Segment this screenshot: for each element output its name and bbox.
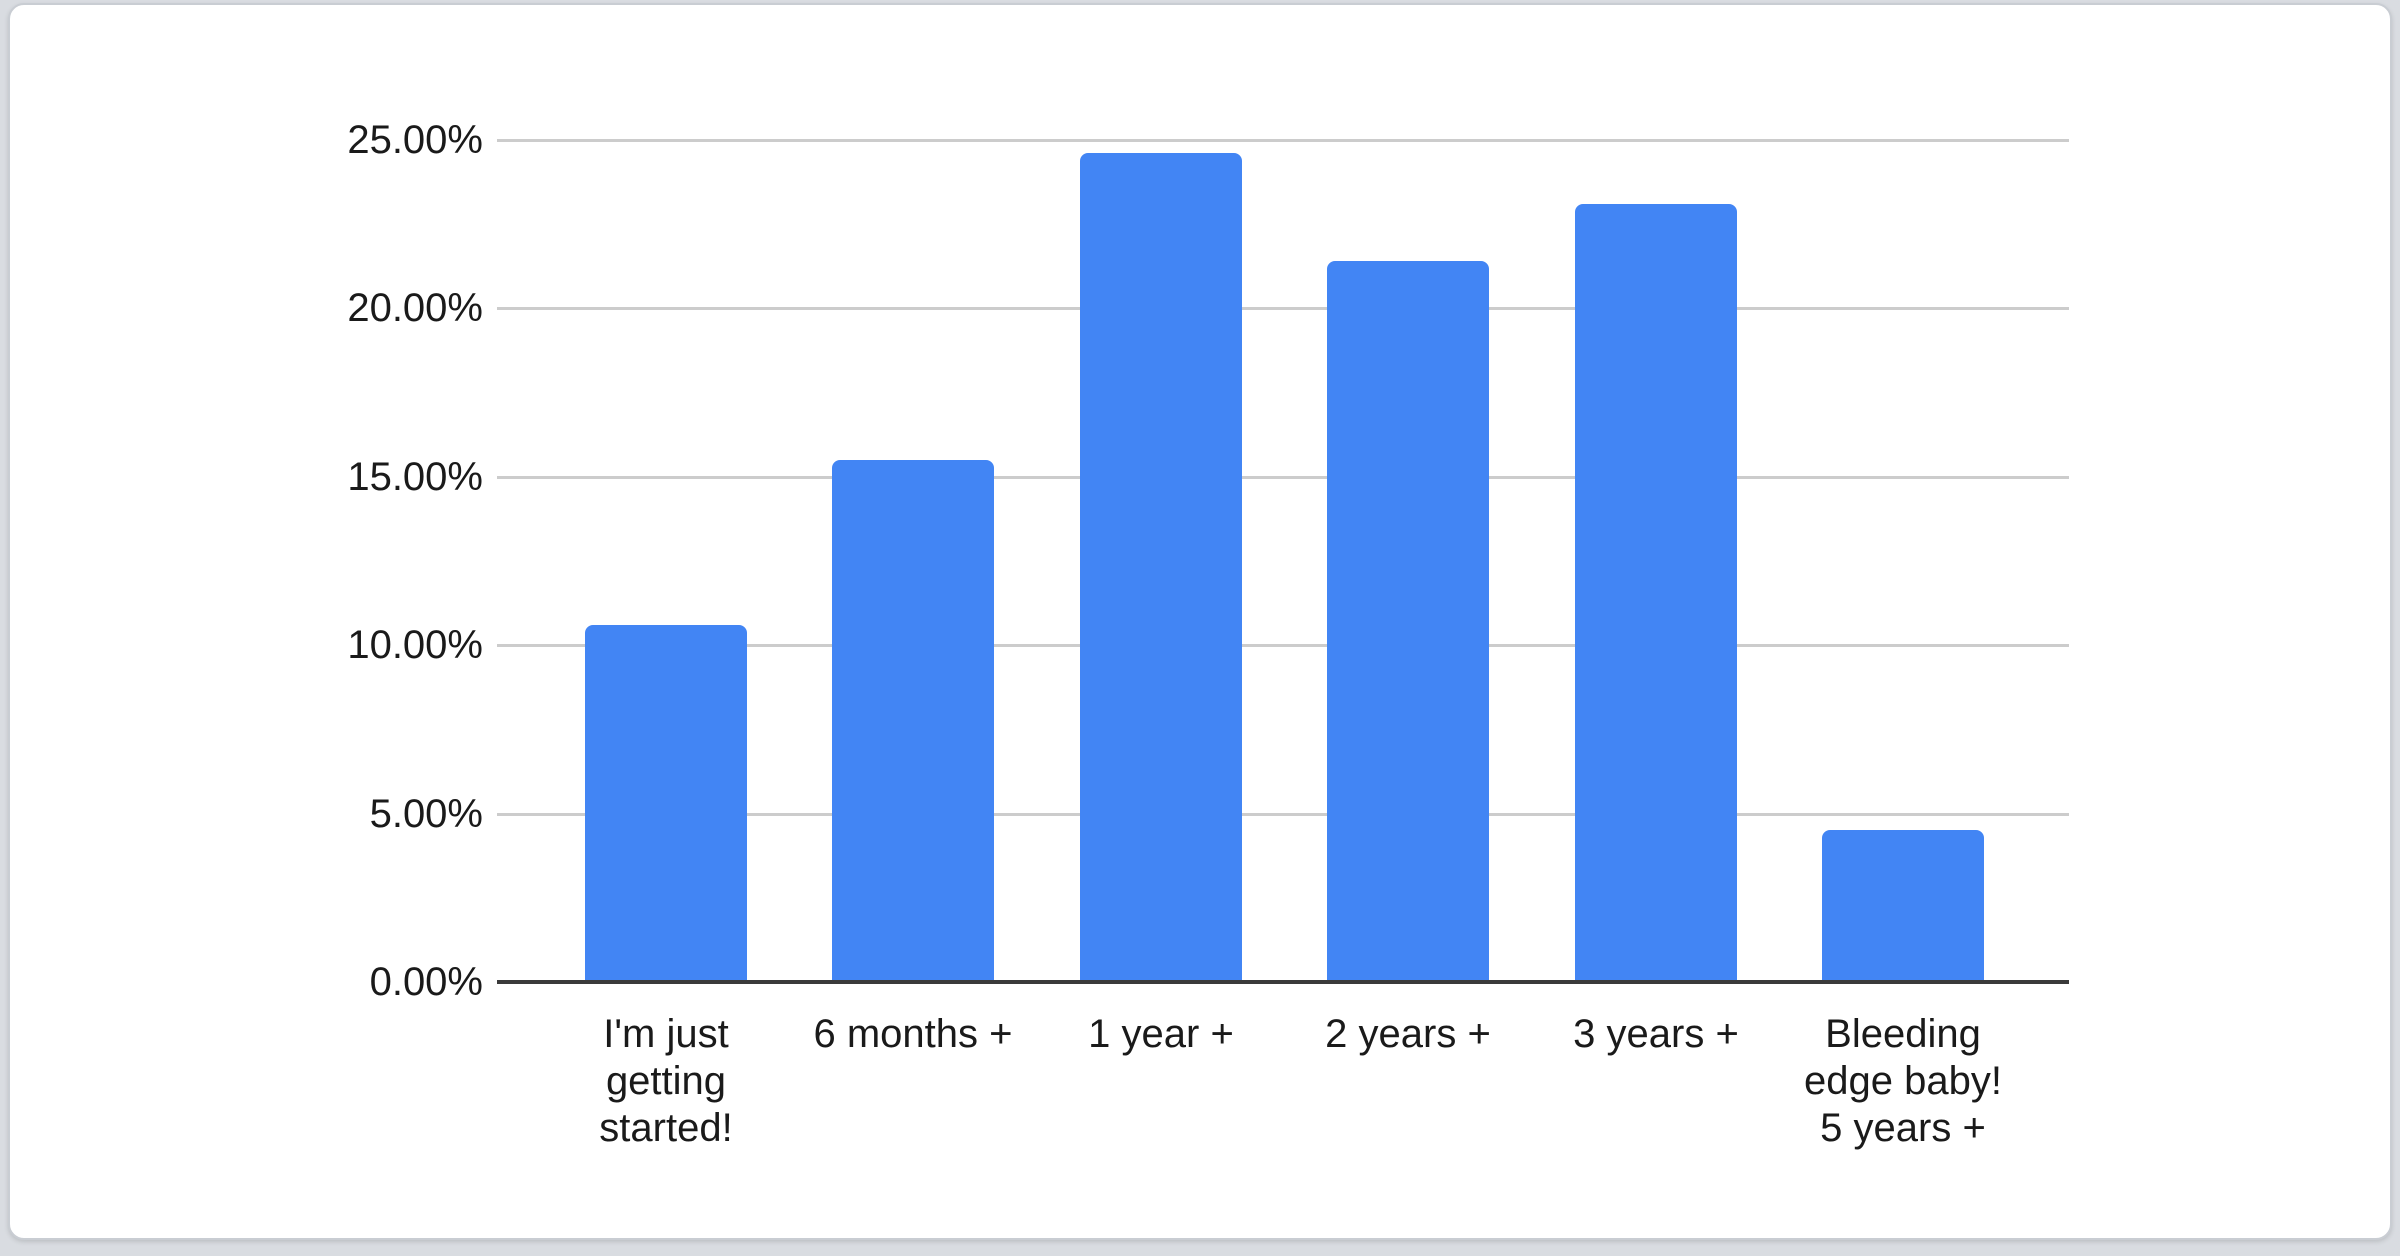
bar[interactable]: [832, 460, 994, 982]
gridline: [497, 812, 2069, 816]
bar[interactable]: [1575, 204, 1737, 982]
bar[interactable]: [1080, 153, 1242, 982]
x-axis-category-label: 6 months +: [813, 1011, 1012, 1058]
x-axis-category-label-line: 2 years +: [1325, 1012, 1491, 1056]
x-axis-category-label-line: getting: [605, 1059, 727, 1103]
y-axis-tick-label: 5.00%: [369, 791, 483, 836]
x-axis-category-label-line: I'm just: [603, 1012, 729, 1056]
chart-card: 0.00% 5.00% 10.00% 15.00% 20.00% 25.00% I'm ju…: [8, 3, 2392, 1240]
y-axis-tick-label: 10.00%: [347, 623, 483, 667]
x-axis-category-label: 1 year +: [1088, 1011, 1234, 1058]
y-axis-tick-label: 20.00%: [347, 286, 483, 330]
y-axis-tick-label: 15.00%: [347, 454, 483, 499]
x-axis-baseline: [497, 980, 2069, 984]
bar[interactable]: [1327, 261, 1489, 982]
gridline: [497, 138, 2069, 142]
gridline: [497, 644, 2069, 647]
y-axis-tick-label: 0.00%: [369, 960, 483, 1004]
x-axis-category-label: 2 years +: [1325, 1011, 1491, 1058]
bar[interactable]: [1822, 830, 1984, 982]
x-axis-category-label-line: 6 months +: [813, 1012, 1013, 1056]
x-axis-category-label-line: 5 years +: [1820, 1106, 1986, 1150]
x-axis-category-label-line: started!: [599, 1106, 733, 1150]
x-axis-category-label: I'm just getting started!: [599, 1011, 732, 1152]
y-axis-tick-label: 25.00%: [347, 117, 483, 162]
bar[interactable]: [585, 625, 747, 982]
gridline: [497, 307, 2069, 310]
x-axis-category-label-line: 3 years +: [1573, 1012, 1739, 1056]
x-axis-category-label: 3 years +: [1573, 1011, 1739, 1058]
gridline: [497, 475, 2069, 479]
bar-chart-plot-area: 0.00% 5.00% 10.00% 15.00% 20.00% 25.00% I'm ju…: [10, 5, 2390, 1238]
x-axis-category-label-line: edge baby!: [1804, 1059, 2002, 1103]
x-axis-category-label-line: 1 year +: [1088, 1012, 1234, 1056]
x-axis-category-label: Bleeding edge baby! 5 years +: [1804, 1011, 2002, 1152]
x-axis-category-label-line: Bleeding: [1825, 1012, 1981, 1056]
